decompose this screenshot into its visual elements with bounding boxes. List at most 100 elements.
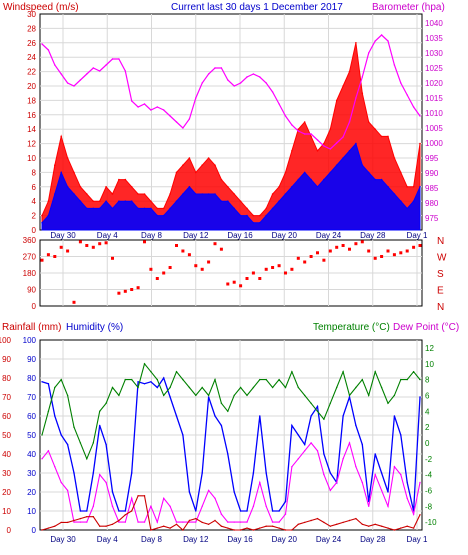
humidity-point <box>374 453 376 455</box>
rainfall-point <box>316 517 319 520</box>
rainfall-point <box>297 523 299 525</box>
humidity-point <box>297 434 299 436</box>
windspeed-tick-label: 28 <box>27 24 36 33</box>
rainfall-point <box>163 525 165 527</box>
wind-direction-point <box>290 267 294 271</box>
humidity-point <box>233 491 235 493</box>
wind-direction-point <box>412 245 416 249</box>
temperature-tick-label: 0 <box>425 439 430 448</box>
dewpoint-point <box>355 466 357 468</box>
windspeed-average-point <box>73 193 75 195</box>
temperature-point <box>131 378 133 381</box>
barometer-tick-label: 1025 <box>425 64 443 73</box>
wind-direction-point <box>226 282 230 286</box>
windspeed-gust-point <box>265 207 268 210</box>
windspeed-gust-point <box>175 171 178 174</box>
windspeed-average-point <box>252 222 255 224</box>
rainfall-point <box>86 516 88 518</box>
direction-tick-label: 360 <box>23 236 37 245</box>
dewpoint-point <box>259 481 261 484</box>
humidity-point <box>156 386 158 389</box>
humidity-point <box>400 434 402 436</box>
barometer-point <box>54 64 56 66</box>
windspeed-gust-point <box>239 200 242 202</box>
windspeed-average-point <box>195 193 197 195</box>
humidity-point <box>118 510 120 512</box>
rainfall-axis-title: Rainfall (mm) <box>2 322 61 333</box>
windspeed-average-point <box>201 193 203 195</box>
windspeed-gust-point <box>284 171 287 174</box>
temperature-point <box>393 394 396 397</box>
barometer-point <box>66 82 69 84</box>
windspeed-average-point <box>303 171 306 174</box>
temperature-point <box>150 371 152 373</box>
wind-direction-point <box>175 244 178 247</box>
windspeed-average-point <box>143 207 146 210</box>
barometer-tick-label: 975 <box>425 214 439 223</box>
humidity-point <box>111 491 114 493</box>
compass-label: W <box>437 253 447 264</box>
barometer-point <box>239 82 242 84</box>
temperature-point <box>92 442 95 444</box>
dewpoint-point <box>304 450 306 452</box>
dewpoint-point <box>73 521 75 523</box>
humidity-panel-ticks: 0102030405060708090100010203040506070809… <box>0 336 437 535</box>
wind-direction-point <box>194 264 198 268</box>
barometer-point <box>316 139 319 141</box>
wind-direction-point <box>111 256 114 260</box>
rainfall-point <box>348 519 351 522</box>
temperature-point <box>137 386 139 389</box>
dewpoint-point <box>265 505 267 507</box>
temperature-point <box>342 371 344 373</box>
humidity-point <box>304 443 306 446</box>
direction-tick-label: 0 <box>32 302 37 311</box>
windspeed-average-point <box>342 157 344 159</box>
windspeed-gust-point <box>201 164 203 166</box>
windspeed-gust-point <box>278 186 280 188</box>
barometer-tick-label: 1035 <box>425 34 443 43</box>
windspeed-gust-point <box>303 121 306 123</box>
windspeed-gust-point <box>111 193 114 195</box>
temperature-tick-label: 8 <box>425 376 430 385</box>
windspeed-gust-point <box>98 200 101 202</box>
dewpoint-point <box>111 505 114 507</box>
wind-direction-point <box>296 256 300 260</box>
temperature-point <box>329 402 331 404</box>
barometer-point <box>419 115 421 117</box>
windspeed-gust-point <box>227 186 229 188</box>
wind-direction-point <box>405 249 409 253</box>
windspeed-gust-point <box>214 164 216 166</box>
barometer-tick-label: 980 <box>425 199 439 208</box>
windspeed-average-point <box>175 200 178 202</box>
wind-x-label: Day 28 <box>360 231 386 240</box>
windspeed-average-point <box>150 207 152 210</box>
temperature-point <box>143 363 146 365</box>
humidity-x-label: Day 8 <box>141 535 162 544</box>
barometer-point <box>246 76 248 78</box>
windspeed-average-point <box>265 214 268 217</box>
humidity-point <box>143 383 146 385</box>
temperature-series <box>41 362 421 461</box>
windspeed-average-point <box>124 200 127 202</box>
dewpoint-point <box>156 521 158 523</box>
windspeed-average-point <box>284 193 287 195</box>
windspeed-average-point <box>297 178 300 181</box>
wind-direction-point <box>418 244 422 247</box>
temperature-tick-label: 10 <box>425 360 434 369</box>
rainfall-point <box>246 527 248 529</box>
windspeed-average-point <box>271 207 274 210</box>
windspeed-average-point <box>355 142 357 145</box>
temperature-point <box>182 378 184 381</box>
humidity-x-label: Day 30 <box>50 535 76 544</box>
dewpoint-axis-title: Dew Point (°C) <box>393 322 459 333</box>
wind-direction-point <box>341 244 345 247</box>
windspeed-average-point <box>419 186 421 188</box>
wind-direction-point <box>245 277 249 280</box>
temperature-point <box>214 378 216 381</box>
windspeed-average-point <box>111 207 114 210</box>
windspeed-tick-label: 16 <box>27 111 36 120</box>
dewpoint-point <box>175 521 178 523</box>
windspeed-average-point <box>323 178 325 181</box>
windspeed-average-point <box>79 200 82 202</box>
barometer-point <box>188 118 191 120</box>
